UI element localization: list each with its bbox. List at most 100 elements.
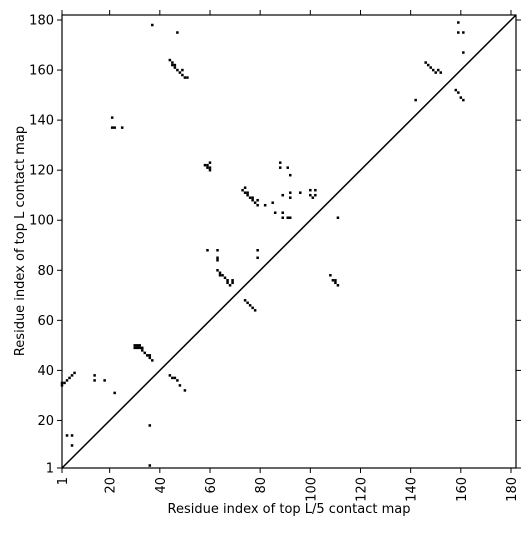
contact-point	[226, 279, 229, 282]
contact-point	[457, 21, 460, 24]
contact-point	[143, 351, 147, 355]
y-axis-label: Residue index of top L contact map	[13, 126, 28, 356]
contact-point	[289, 173, 292, 177]
contact-point	[424, 61, 427, 64]
contact-point	[281, 211, 284, 214]
contact-point	[223, 276, 227, 280]
contact-point	[462, 31, 465, 34]
contact-point	[178, 71, 182, 74]
y-tick-label: 60	[37, 314, 54, 329]
contact-point	[171, 61, 174, 64]
contact-point	[148, 356, 152, 360]
contact-point	[309, 188, 312, 192]
contact-point	[135, 344, 139, 347]
contact-point	[65, 379, 69, 382]
contact-point	[176, 379, 179, 382]
contact-point	[281, 193, 284, 197]
contact-point	[311, 196, 315, 199]
contact-point	[173, 376, 177, 380]
contact-point	[176, 68, 179, 72]
contact-point	[138, 346, 142, 350]
contact-point	[439, 71, 443, 74]
contact-point	[281, 216, 284, 219]
contact-point	[178, 384, 182, 387]
contact-point	[216, 249, 219, 252]
contact-point	[289, 191, 292, 194]
contact-point	[426, 63, 430, 67]
contact-point	[110, 116, 114, 119]
contact-point	[231, 279, 234, 282]
x-tick-label: 100	[304, 477, 319, 502]
contact-point	[93, 379, 96, 382]
contact-point	[151, 359, 154, 362]
contact-point	[243, 186, 247, 189]
contact-point	[286, 166, 289, 169]
contact-point	[248, 196, 252, 199]
contact-point	[173, 66, 177, 69]
contact-point	[251, 198, 254, 202]
contact-point	[309, 193, 312, 197]
y-tick-label: 20	[37, 414, 54, 429]
contact-point	[331, 279, 335, 282]
contact-point	[314, 193, 317, 197]
x-tick-label: 1	[56, 477, 71, 485]
contact-point	[146, 354, 149, 357]
contact-point	[246, 191, 249, 194]
contact-point	[457, 91, 460, 94]
x-tick-label: 140	[405, 477, 420, 502]
contact-point	[431, 68, 435, 72]
x-tick-label: 120	[354, 477, 369, 502]
contact-point	[208, 161, 212, 164]
contact-point	[243, 299, 247, 302]
contact-point	[133, 344, 136, 347]
contact-point	[256, 198, 259, 202]
x-tick-label: 160	[455, 477, 470, 502]
contact-point	[148, 464, 152, 467]
y-tick-label: 1	[46, 462, 54, 477]
contact-point	[436, 68, 440, 72]
contact-point	[148, 424, 152, 427]
plot-frame	[61, 14, 517, 469]
contact-point	[208, 166, 212, 169]
contact-point	[186, 76, 189, 79]
contact-point	[336, 284, 340, 287]
contact-point	[181, 68, 184, 72]
contact-point	[246, 193, 249, 197]
contact-point	[148, 354, 152, 357]
contact-point	[414, 98, 417, 102]
contact-point	[314, 188, 317, 192]
contact-point	[113, 126, 116, 129]
contact-point	[256, 249, 259, 252]
contact-point	[168, 58, 172, 62]
contact-point	[246, 301, 249, 305]
contact-point	[70, 434, 74, 437]
contact-point	[221, 274, 224, 277]
contact-point	[183, 76, 187, 79]
contact-point	[263, 203, 267, 207]
contact-point	[73, 371, 76, 375]
x-axis-label: Residue index of top L/5 contact map	[168, 502, 411, 517]
contact-point	[336, 216, 340, 219]
contact-point	[231, 281, 234, 285]
contact-point	[70, 444, 74, 447]
contact-point	[65, 434, 69, 437]
contact-point	[299, 191, 302, 194]
y-tick-label: 180	[29, 14, 54, 29]
contact-point	[206, 249, 209, 252]
contact-point	[206, 163, 209, 167]
contact-point	[171, 63, 174, 67]
contact-point	[141, 349, 144, 352]
contact-point	[218, 274, 222, 277]
contact-point	[93, 374, 96, 377]
contact-point	[256, 203, 259, 207]
contact-point	[329, 274, 332, 277]
y-tick-label: 40	[37, 364, 54, 379]
contact-point	[168, 374, 172, 377]
y-tick-label: 80	[37, 264, 54, 279]
contact-point	[248, 304, 252, 307]
points-layer	[60, 21, 465, 467]
contact-point	[103, 379, 106, 382]
contact-point	[183, 389, 187, 392]
contact-point	[434, 71, 437, 74]
